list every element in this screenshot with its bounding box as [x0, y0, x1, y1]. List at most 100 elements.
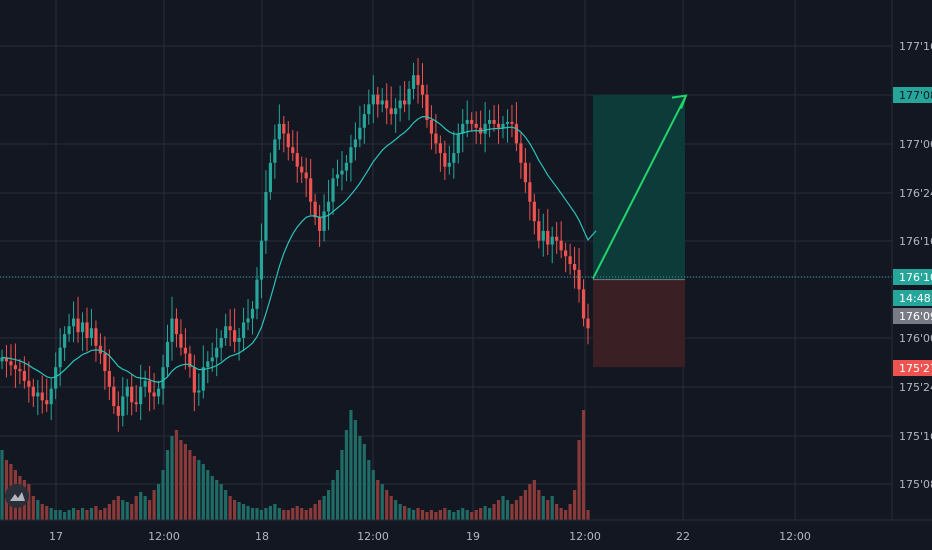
candle-body [385, 100, 389, 109]
volume-bar [36, 500, 40, 520]
volume-bar [326, 490, 331, 520]
candle-body [197, 390, 201, 393]
volume-bar [532, 480, 536, 520]
candle-body [304, 172, 308, 179]
price-tag-label-stop: 175'27 [899, 362, 932, 375]
volume-bar [416, 508, 420, 520]
candle-body [398, 100, 402, 109]
volume-bar [45, 506, 49, 520]
volume-bar [170, 436, 174, 520]
volume-bar [139, 492, 143, 520]
candle-body [559, 240, 563, 251]
position-zones[interactable] [593, 94, 685, 368]
price-axis-panel[interactable] [892, 0, 932, 520]
candle-body [402, 100, 407, 105]
time-tick-label: 12:00 [569, 530, 601, 543]
candle-body [264, 192, 268, 241]
price-tick-label: 176'16 [899, 235, 932, 248]
tradingview-logo-icon[interactable] [5, 484, 29, 508]
candle-body [380, 100, 384, 105]
volume-bar [103, 508, 107, 520]
volume-bar [192, 456, 196, 520]
volume-bar [559, 508, 563, 520]
volume-bar [344, 430, 349, 520]
candle-body [121, 396, 125, 416]
volume-bar [206, 470, 210, 520]
candle-body [174, 318, 179, 335]
candle-body [179, 334, 183, 348]
volume-bar [233, 500, 237, 520]
volume-bar [156, 484, 161, 520]
volume-bar [27, 484, 31, 520]
price-tick-label: 175'24 [899, 381, 932, 394]
candle-body [416, 75, 420, 85]
candle-body [273, 139, 277, 163]
candle-body [268, 162, 272, 192]
price-tick-label: 175'08 [899, 478, 932, 491]
candles [0, 58, 590, 432]
candle-body [474, 123, 478, 128]
candle-body [514, 123, 519, 144]
volume-bar [300, 508, 304, 520]
candle-body [103, 353, 107, 372]
volume-bar [67, 510, 71, 520]
candle-body [71, 318, 76, 327]
time-tick-label: 12:00 [148, 530, 180, 543]
volume-bar [54, 510, 58, 520]
candle-body [353, 139, 357, 148]
volume-bar [89, 508, 94, 520]
volume-bar [362, 444, 366, 520]
candle-body [116, 406, 120, 416]
volume-bar [461, 508, 465, 520]
candle-body [134, 402, 138, 405]
volume-bar [94, 506, 98, 520]
price-tag-label-countdown: 14:48 [899, 292, 931, 305]
candle-body [546, 230, 550, 245]
price-tick-label: 175'16 [899, 430, 932, 443]
candle-body [344, 162, 349, 171]
price-tag-current [893, 269, 932, 285]
volume-bar [492, 504, 496, 520]
candle-body [389, 108, 393, 115]
candle-body [577, 269, 581, 290]
volume-bar [447, 510, 451, 520]
volume-bar [322, 496, 326, 520]
volume-bar [474, 510, 478, 520]
volume-bar [250, 508, 255, 520]
candle-body [224, 326, 228, 338]
volume-bar [121, 500, 125, 520]
price-tag-label-entry: 176'09 [899, 310, 932, 323]
candle-body [241, 322, 246, 338]
candle-body [434, 133, 438, 144]
volume-bar [237, 502, 241, 520]
volume-bar [241, 504, 246, 520]
volume-bar [407, 508, 411, 520]
candle-body [139, 386, 143, 405]
volume-bar [564, 510, 568, 520]
volume-bar [318, 500, 322, 520]
target-arrow[interactable] [592, 94, 688, 280]
volume-bar [161, 470, 165, 520]
volume-bar [546, 500, 550, 520]
candle-body [156, 388, 161, 397]
volume-bar [501, 496, 505, 520]
volume-bar [295, 506, 299, 520]
candle-body [233, 330, 237, 342]
volume-bar [510, 504, 514, 520]
candle-body [165, 341, 170, 368]
volume-bar [259, 510, 264, 520]
candle-body [465, 119, 469, 124]
volume-bar [201, 464, 205, 520]
volume-bar [130, 504, 134, 520]
time-tick-label: 12:00 [357, 530, 389, 543]
candle-body [443, 153, 447, 167]
candle-body [581, 289, 586, 319]
time-axis-panel[interactable] [0, 520, 932, 550]
candle-body [282, 123, 286, 134]
candle-body [487, 119, 492, 124]
candle-body [376, 94, 380, 105]
volume-bar [335, 470, 340, 520]
volume-bar [420, 510, 425, 520]
volume-bar [313, 504, 317, 520]
